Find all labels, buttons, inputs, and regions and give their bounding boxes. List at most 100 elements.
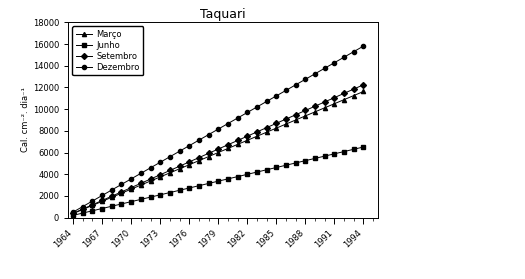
- Dezembro: [138, 172, 144, 175]
- Junho: [292, 161, 299, 165]
- Março: [273, 126, 279, 130]
- Junho: [312, 157, 318, 160]
- Setembro: [148, 177, 154, 181]
- Dezembro: [273, 94, 279, 98]
- Março: [225, 147, 231, 150]
- Dezembro: [157, 161, 163, 164]
- Junho: [99, 207, 106, 210]
- Março: [167, 171, 173, 175]
- Dezembro: [351, 50, 357, 53]
- Y-axis label: Cal. cm⁻². dia⁻¹: Cal. cm⁻². dia⁻¹: [21, 88, 30, 152]
- Dezembro: [360, 44, 366, 48]
- Março: [235, 143, 241, 146]
- Março: [302, 114, 309, 117]
- Março: [186, 163, 192, 166]
- Março: [264, 131, 270, 134]
- Março: [176, 167, 183, 170]
- Junho: [70, 214, 76, 217]
- Março: [312, 110, 318, 114]
- Março: [99, 200, 106, 203]
- Dezembro: [167, 155, 173, 158]
- Junho: [167, 191, 173, 194]
- Março: [331, 102, 338, 105]
- Setembro: [176, 165, 183, 168]
- Setembro: [80, 207, 86, 211]
- Março: [322, 106, 328, 109]
- Junho: [322, 155, 328, 158]
- Março: [292, 118, 299, 122]
- Dezembro: [302, 78, 309, 81]
- Março: [128, 187, 134, 191]
- Setembro: [283, 117, 289, 121]
- Line: Setembro: Setembro: [71, 83, 365, 215]
- Junho: [225, 177, 231, 181]
- Setembro: [264, 126, 270, 129]
- Março: [70, 212, 76, 215]
- Dezembro: [118, 183, 124, 186]
- Março: [254, 134, 260, 138]
- Dezembro: [128, 177, 134, 181]
- Junho: [244, 173, 250, 176]
- Dezembro: [235, 116, 241, 120]
- Setembro: [254, 130, 260, 134]
- Setembro: [292, 113, 299, 116]
- Setembro: [205, 152, 212, 155]
- Setembro: [312, 105, 318, 108]
- Março: [205, 155, 212, 158]
- Setembro: [109, 194, 115, 198]
- Setembro: [225, 143, 231, 146]
- Março: [138, 183, 144, 187]
- Junho: [157, 193, 163, 196]
- Junho: [341, 150, 347, 153]
- Dezembro: [244, 111, 250, 114]
- Title: Taquari: Taquari: [201, 8, 246, 21]
- Março: [157, 175, 163, 179]
- Setembro: [167, 169, 173, 172]
- Junho: [302, 159, 309, 162]
- Junho: [148, 195, 154, 199]
- Março: [244, 139, 250, 142]
- Dezembro: [215, 128, 222, 131]
- Março: [341, 98, 347, 101]
- Junho: [80, 211, 86, 215]
- Setembro: [128, 186, 134, 189]
- Dezembro: [341, 56, 347, 59]
- Março: [109, 196, 115, 199]
- Setembro: [186, 160, 192, 163]
- Junho: [205, 182, 212, 185]
- Setembro: [89, 203, 96, 206]
- Junho: [109, 205, 115, 208]
- Junho: [254, 170, 260, 174]
- Junho: [235, 175, 241, 178]
- Junho: [176, 189, 183, 192]
- Line: Dezembro: Dezembro: [71, 44, 365, 214]
- Setembro: [302, 109, 309, 112]
- Setembro: [331, 96, 338, 99]
- Dezembro: [283, 89, 289, 92]
- Março: [283, 122, 289, 126]
- Março: [196, 159, 202, 162]
- Dezembro: [254, 105, 260, 109]
- Dezembro: [186, 144, 192, 147]
- Março: [89, 204, 96, 207]
- Junho: [215, 179, 222, 183]
- Junho: [89, 209, 96, 213]
- Setembro: [322, 100, 328, 104]
- Junho: [118, 202, 124, 206]
- Junho: [128, 200, 134, 203]
- Março: [118, 191, 124, 195]
- Dezembro: [322, 66, 328, 70]
- Junho: [186, 186, 192, 190]
- Setembro: [138, 182, 144, 185]
- Setembro: [341, 92, 347, 95]
- Junho: [264, 168, 270, 171]
- Setembro: [157, 173, 163, 176]
- Setembro: [244, 134, 250, 138]
- Junho: [273, 166, 279, 169]
- Setembro: [196, 156, 202, 159]
- Setembro: [118, 190, 124, 194]
- Março: [351, 94, 357, 97]
- Line: Junho: Junho: [71, 145, 365, 217]
- Line: Março: Março: [71, 89, 365, 216]
- Dezembro: [205, 133, 212, 136]
